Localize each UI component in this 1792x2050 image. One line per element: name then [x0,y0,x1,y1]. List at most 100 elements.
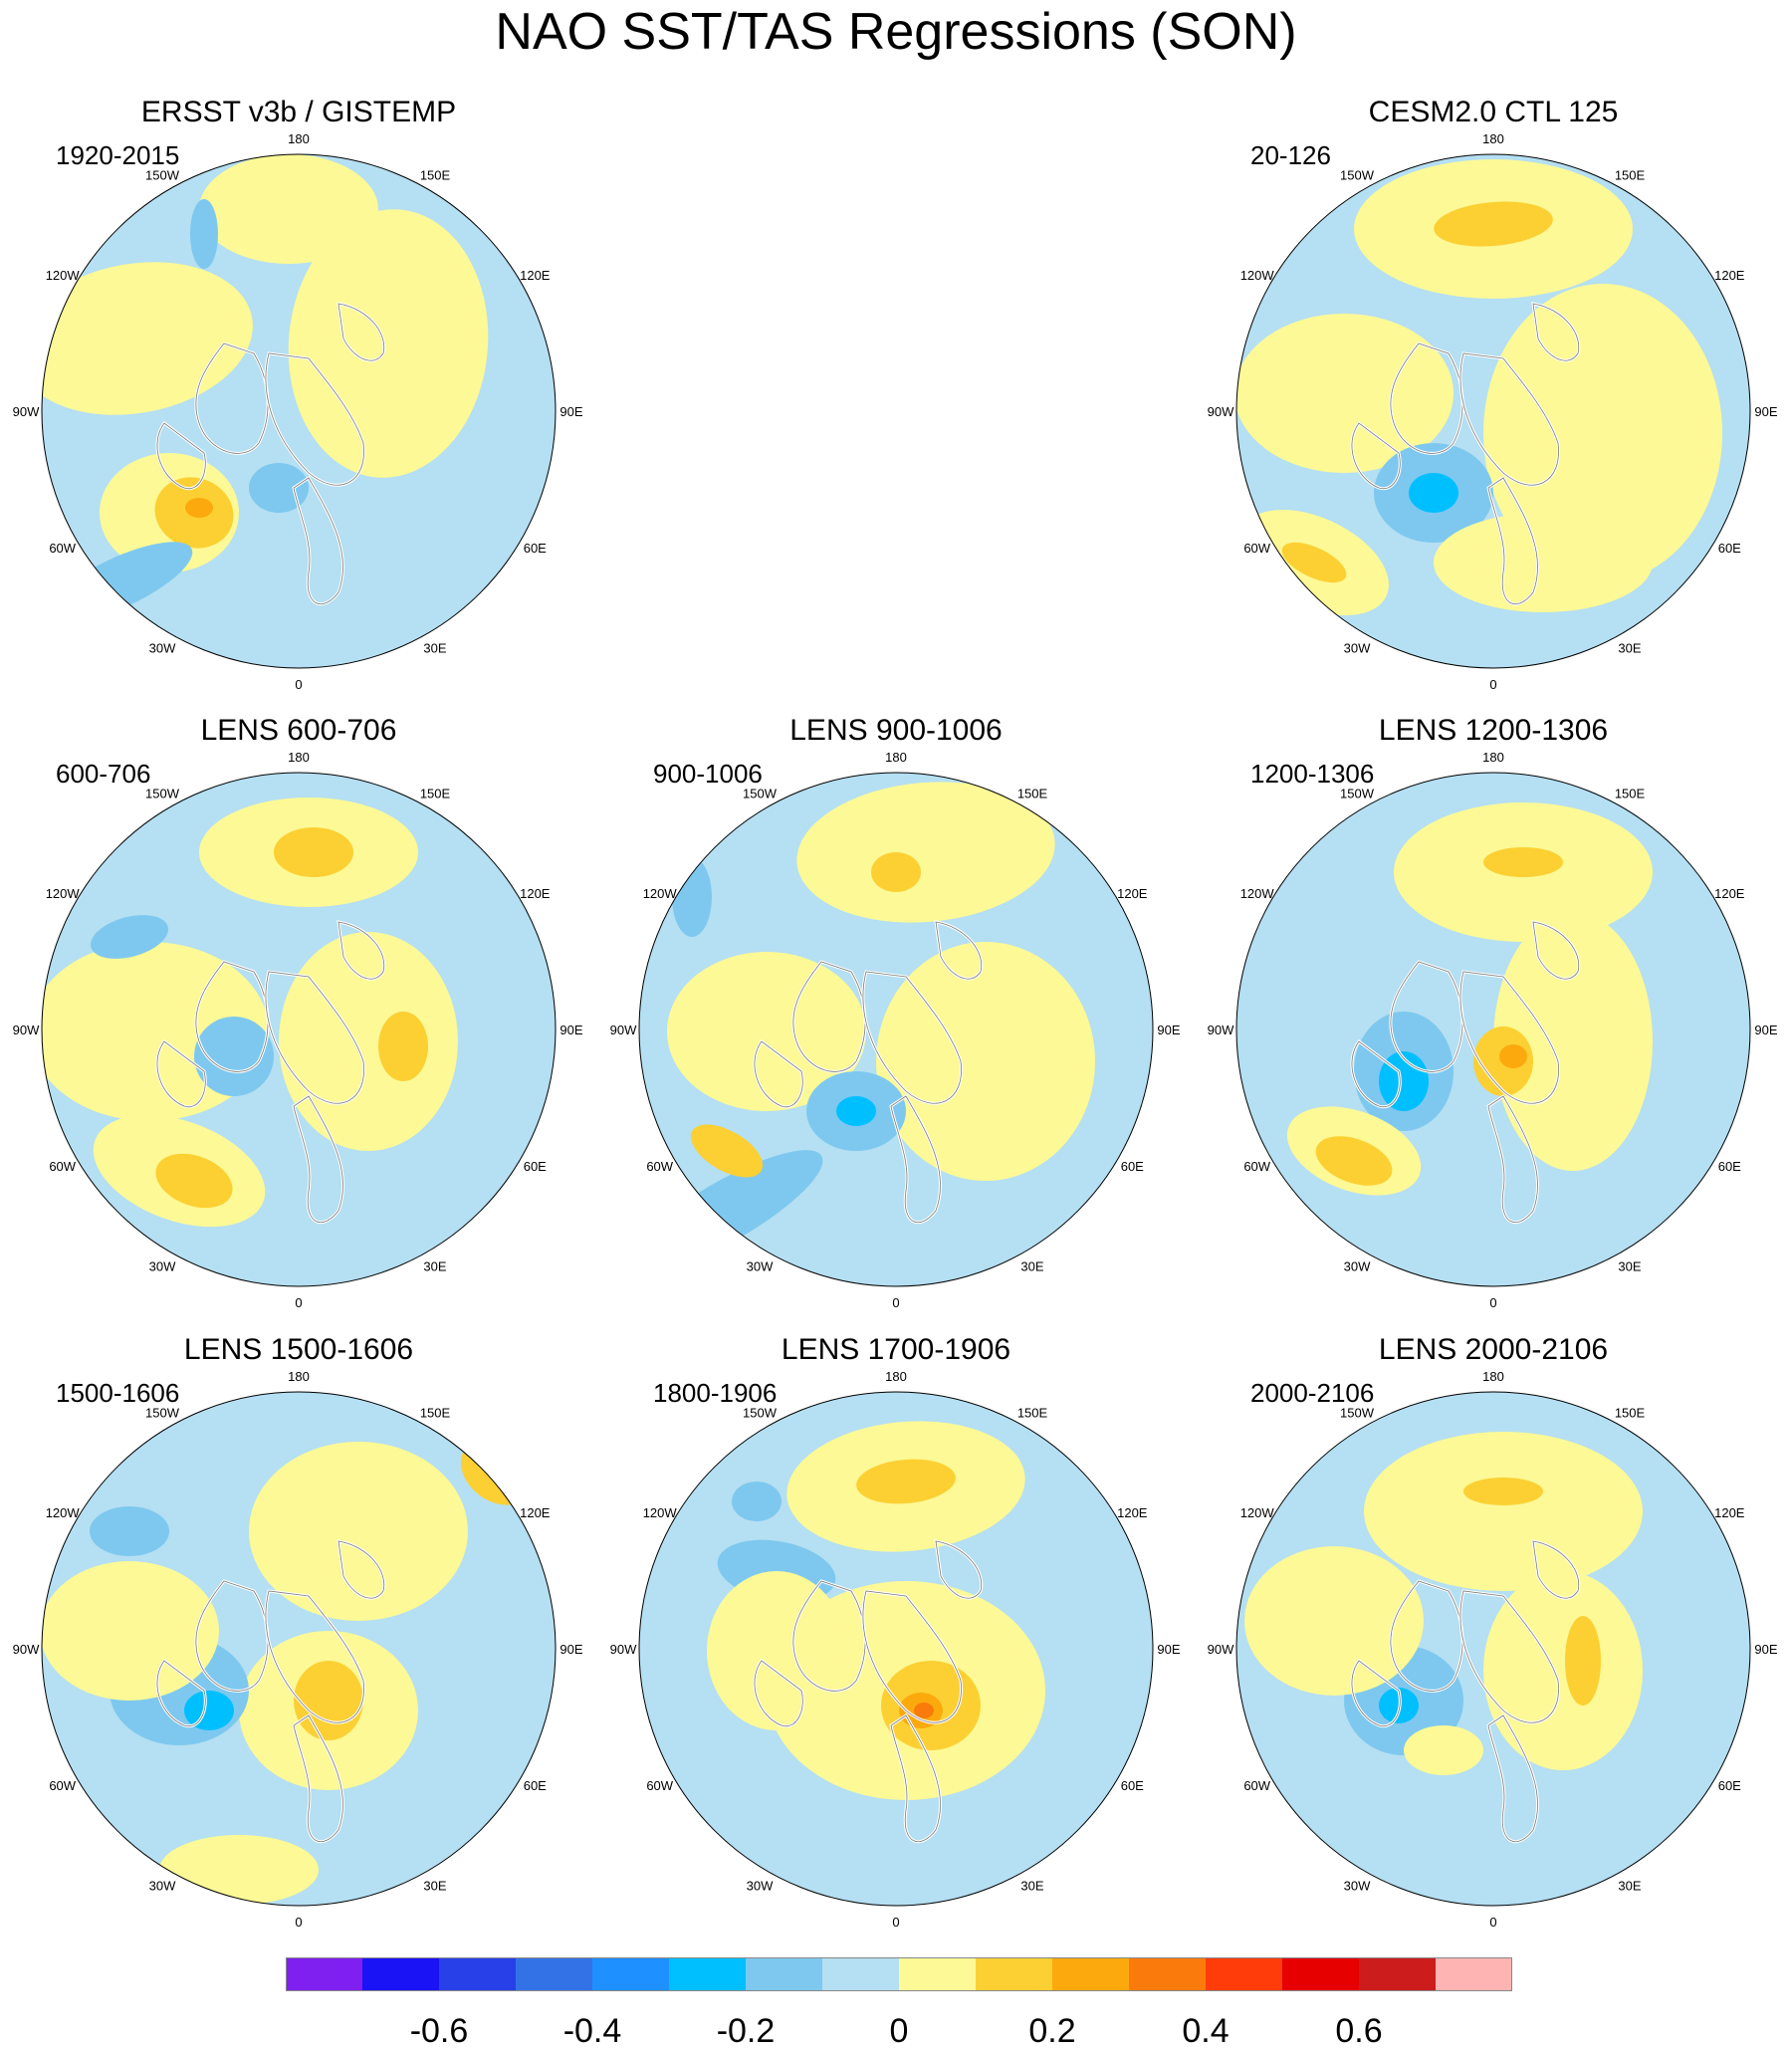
map-panel-lens-1700: LENS 1700-1906 1800-1906 180 150E 120E 90E 6… [607,1332,1185,1930]
longitude-label: 180 [1482,750,1504,765]
map-border [41,1391,557,1907]
panel-title: LENS 600-706 [200,714,397,747]
longitude-label: 30W [747,1258,774,1273]
coastline [1459,352,1559,486]
longitude-label: 180 [288,750,310,765]
anomaly-region [836,1096,876,1126]
polar-map: 180 150E 120E 90E 60E 30E 0 30W 60W 90W 120W 150W [610,750,1181,1310]
longitude-label: 0 [295,1915,302,1930]
colorbar-tick-label: -0.4 [562,2012,622,2050]
anomaly-region [249,463,309,513]
longitude-label: 90W [13,404,40,419]
longitude-label: 120E [1117,886,1148,901]
longitude-label: 30E [423,640,446,655]
anomaly-region [707,1571,846,1730]
longitude-label: 150W [1340,1406,1375,1421]
panel-period: 600-706 [56,759,151,789]
anomaly-region [871,852,921,892]
longitude-label: 180 [1482,1369,1504,1384]
coastline [265,352,364,486]
longitude-label: 30E [1618,1258,1641,1273]
colorbar-tick-label: 0.4 [1182,2012,1230,2050]
longitude-label: 60E [1718,541,1741,556]
map-panel-lens-600: LENS 600-706 600-706 180 150E 120E 90E 60E 30… [10,713,587,1310]
longitude-label: 120W [1240,268,1275,283]
colorbar-bin [1052,1957,1129,1991]
coastline [862,971,962,1104]
longitude-label: 150E [1017,1406,1048,1421]
longitude-label: 150E [1615,1406,1646,1421]
map-border [638,772,1154,1287]
longitude-label: 150E [420,168,451,183]
coastline [935,921,983,980]
anomaly-region [184,1691,234,1730]
longitude-label: 30W [149,640,176,655]
longitude-label: 120W [643,886,678,901]
longitude-label: 60E [1718,1159,1741,1174]
map-panel-lens-1200: LENS 1200-1306 1200-1306 180 150E 120E 90E 6… [1205,713,1782,1310]
coastline [293,477,343,604]
anomaly-region [1364,1432,1643,1591]
polar-map: 180 150E 120E 90E 60E 30E 0 30W 60W 90W 120W 150W [13,1369,583,1930]
anomaly-region [190,199,218,269]
longitude-label: 90E [1157,1642,1180,1657]
longitude-label: 60E [524,1778,547,1793]
coastline [293,1095,343,1223]
colorbar-frame [286,1957,1512,1991]
longitude-label: 60W [1243,541,1270,556]
map-panel-lens-1500: LENS 1500-1606 1500-1606 180 150E 120E 90E 6… [10,1332,587,1930]
anomaly-region [1404,1725,1483,1775]
panel-period: 20-126 [1250,140,1331,170]
coastline [754,1660,803,1727]
longitude-label: 30W [1344,1258,1371,1273]
anomaly-region [914,1703,934,1718]
longitude-label: 150W [145,168,180,183]
coastline [1351,422,1401,490]
longitude-label: 90E [560,1023,582,1037]
map-border [41,153,557,669]
figure-title: NAO SST/TAS Regressions (SON) [495,3,1297,61]
map-border [1235,153,1751,669]
longitude-label: 150E [1615,168,1646,183]
colorbar-bin [439,1957,516,1991]
longitude-label: 0 [295,677,302,692]
colorbar-bin [1129,1957,1206,1991]
longitude-label: 0 [892,1295,899,1310]
longitude-label: 30W [1344,640,1371,655]
anomaly-region [1434,513,1653,612]
longitude-label: 150W [1340,787,1375,801]
panel-title: LENS 1700-1906 [781,1333,1011,1366]
colorbar-bin [669,1957,746,1991]
coastline [1487,1095,1538,1223]
longitude-label: 60E [1121,1159,1144,1174]
map-border [1235,1391,1751,1907]
longitude-label: 90W [610,1642,637,1657]
longitude-label: 30E [423,1878,446,1893]
longitude-label: 60E [1121,1778,1144,1793]
map-border [41,772,557,1287]
anomaly-region [279,932,458,1151]
longitude-label: 90W [13,1023,40,1037]
longitude-label: 120E [520,268,551,283]
longitude-label: 120E [1117,1505,1148,1520]
map-border [638,1391,1154,1907]
colorbar-tick-label: 0.2 [1028,2012,1076,2050]
anomaly-region [91,915,168,959]
anomaly-region [249,1442,468,1621]
coastline [1532,303,1580,361]
anomaly-region [42,262,253,415]
polar-map: 180 150E 120E 90E 60E 30E 0 30W 60W 90W 120W 150W [13,131,583,692]
colorbar-bin [592,1957,669,1991]
panel-period: 1920-2015 [56,140,180,170]
anomaly-region [796,782,1055,923]
longitude-label: 90W [1208,1023,1234,1037]
longitude-label: 30E [1020,1258,1043,1273]
longitude-label: 60W [49,541,76,556]
panel-title: LENS 2000-2106 [1378,1333,1609,1366]
longitude-label: 60W [646,1159,673,1174]
longitude-label: 0 [1489,1915,1496,1930]
coastline [1532,921,1580,980]
map-panel-ersst: ERSST v3b / GISTEMP 1920-2015 180 150E 120… [10,95,587,692]
anomaly-region [1565,1616,1601,1706]
colorbar-bin [746,1957,822,1991]
